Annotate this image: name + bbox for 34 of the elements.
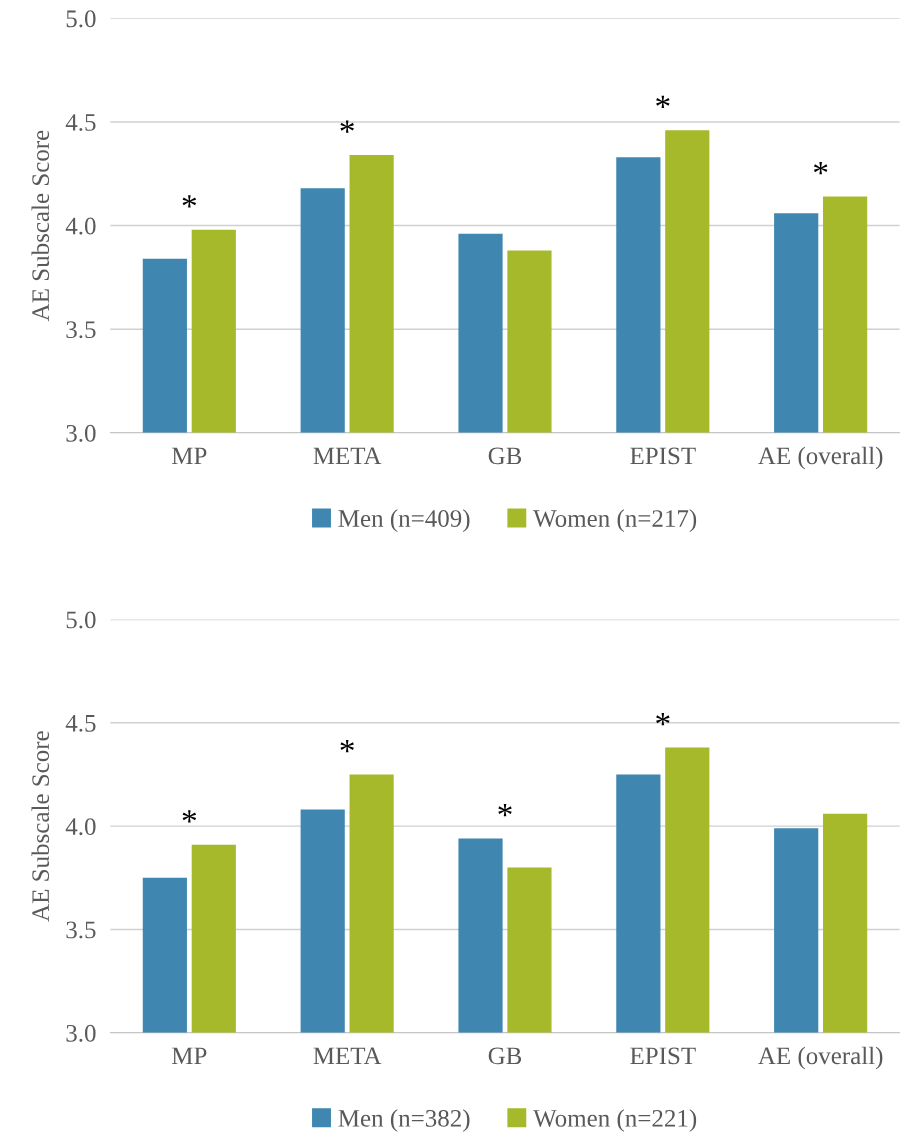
x-tick-label: EPIST [630,1047,696,1065]
y-tick-label: 4.0 [65,818,96,836]
x-tick-label: META [313,447,382,465]
x-tick-label: AE (overall) [758,1046,883,1070]
y-axis-title: AE Subscale Score [31,130,50,322]
annotation: * [813,162,828,175]
y-tick-label: 4.5 [65,114,96,131]
y-tick-label: 3.5 [66,321,96,339]
legend-label: Women (n=217) [533,509,697,533]
annotation: * [182,810,197,823]
legend-label: Men (n=382) [338,1109,470,1132]
annotation: * [498,804,512,817]
y-tick-label: 5.0 [66,10,96,28]
x-tick-label: MP [171,447,207,465]
y-tick-label: 3.0 [66,1024,96,1042]
y-tick-label: 3.5 [66,921,96,939]
x-tick-label: EPIST [630,447,696,465]
x-tick-label: GB [488,447,522,465]
y-tick-label: 4.5 [65,715,96,732]
y-axis-title: AE Subscale Score [31,731,50,922]
x-tick-label: MP [171,1047,207,1065]
x-tick-label: GB [488,1047,522,1065]
y-tick-label: 4.0 [65,217,96,235]
annotation: * [340,120,354,133]
x-tick-label: AE (overall) [758,446,883,470]
annotation: * [340,739,354,753]
annotation: * [656,95,670,108]
y-tick-label: 3.0 [66,424,96,442]
x-tick-label: META [313,1047,382,1065]
annotation: * [656,713,670,726]
annotation: * [182,195,197,208]
legend-label: Men (n=409) [338,509,470,533]
legend-label: Women (n=221) [533,1109,697,1132]
y-tick-label: 5.0 [66,611,96,629]
